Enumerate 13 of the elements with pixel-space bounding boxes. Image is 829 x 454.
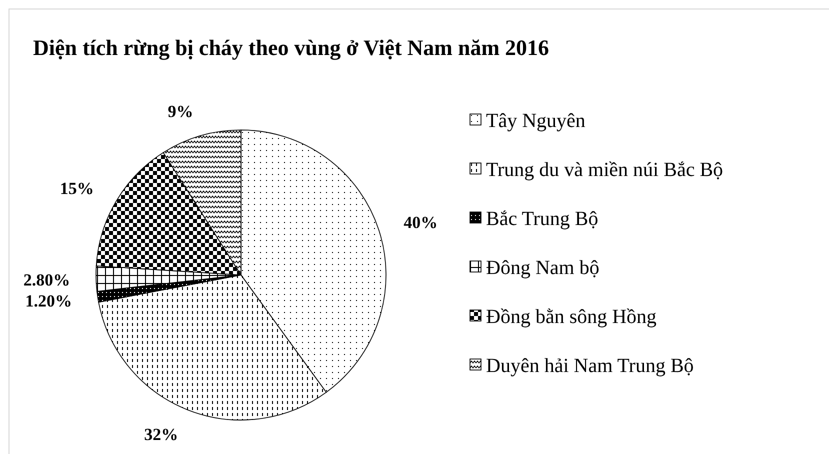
legend-label: Duyên hải Nam Trung Bộ <box>486 355 694 377</box>
data-label: 9% <box>168 102 194 121</box>
chart-title: Diện tích rừng bị cháy theo vùng ở Việt Nam năm 2016 <box>32 35 550 60</box>
data-label: 2.80% <box>23 270 70 290</box>
data-label: 40% <box>404 213 438 232</box>
legend-label: Đông Nam bộ <box>486 257 600 279</box>
legend-label: Trung du và miền núi Bắc Bộ <box>486 159 724 181</box>
legend-label: Bắc Trung Bộ <box>486 208 598 230</box>
data-label: 32% <box>144 424 178 444</box>
legend-label: Tây Nguyên <box>486 110 586 132</box>
legend-label: Đồng bằn sông Hồng <box>486 306 657 328</box>
data-label: 1.20% <box>25 292 72 311</box>
data-label: 15% <box>60 178 94 198</box>
